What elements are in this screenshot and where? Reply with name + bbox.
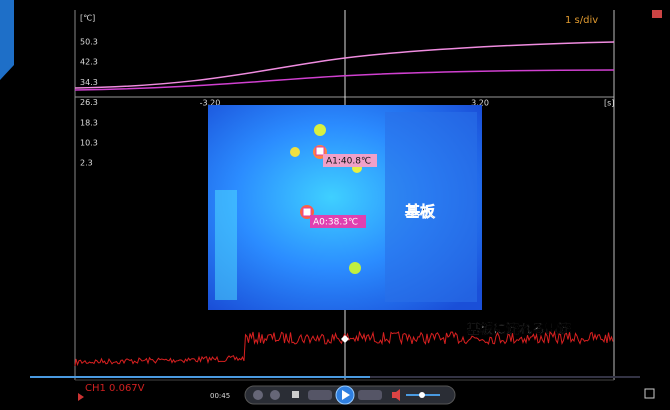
volume-knob[interactable] <box>419 392 425 398</box>
x-tick-label: 3.20 <box>471 99 489 108</box>
marker-label-bg <box>310 215 366 228</box>
marker-label: A0:38.3℃ <box>313 218 358 228</box>
x-tick-label: -3.20 <box>200 99 221 108</box>
channel-readout: CH1 0.067V <box>85 383 145 394</box>
window-icon[interactable] <box>652 10 662 18</box>
timebase: 1 s/div <box>565 15 598 26</box>
marker-box <box>315 146 325 156</box>
marker-box <box>302 207 312 217</box>
play-icon <box>342 390 350 400</box>
y-tick-label: 50.3 <box>80 38 98 47</box>
thermal-region <box>215 190 237 300</box>
thermal-region <box>385 112 477 302</box>
temperature-curve <box>74 41 615 89</box>
hotspot <box>290 147 300 157</box>
hotspot <box>314 124 326 136</box>
current-signal <box>74 330 614 367</box>
time-display: 00:45 <box>210 392 230 400</box>
y-unit: [℃] <box>80 14 95 23</box>
marker-label: A1:40.8℃ <box>326 157 371 167</box>
stop-button[interactable] <box>292 391 299 398</box>
repeat-button[interactable] <box>270 390 280 400</box>
marker-label-bg <box>323 154 377 167</box>
shuffle-button[interactable] <box>253 390 263 400</box>
cursor-marker[interactable] <box>341 335 349 343</box>
y-tick-label: 26.3 <box>80 98 98 107</box>
y-tick-label: 18.3 <box>80 118 98 127</box>
fullscreen-button[interactable] <box>644 388 655 399</box>
volume-button[interactable] <box>392 389 400 401</box>
y-tick-label: 2.3 <box>80 159 93 168</box>
corner-decoration <box>0 0 14 80</box>
signal-label: 基板に流れる電流 <box>466 322 571 338</box>
thermal-image: A1:40.8℃ A0:38.3℃ 基板 <box>208 105 482 310</box>
temperature-curve <box>74 69 615 91</box>
x-unit: [s] <box>604 99 614 108</box>
play-indicator <box>78 393 84 401</box>
y-tick-label: 34.3 <box>80 78 98 87</box>
next-button[interactable] <box>358 390 382 400</box>
y-tick-label: 10.3 <box>80 139 98 148</box>
previous-button[interactable] <box>308 390 332 400</box>
thermal-caption: 基板 <box>404 203 436 221</box>
y-tick-label: 42.3 <box>80 58 98 67</box>
hotspot <box>349 262 361 274</box>
